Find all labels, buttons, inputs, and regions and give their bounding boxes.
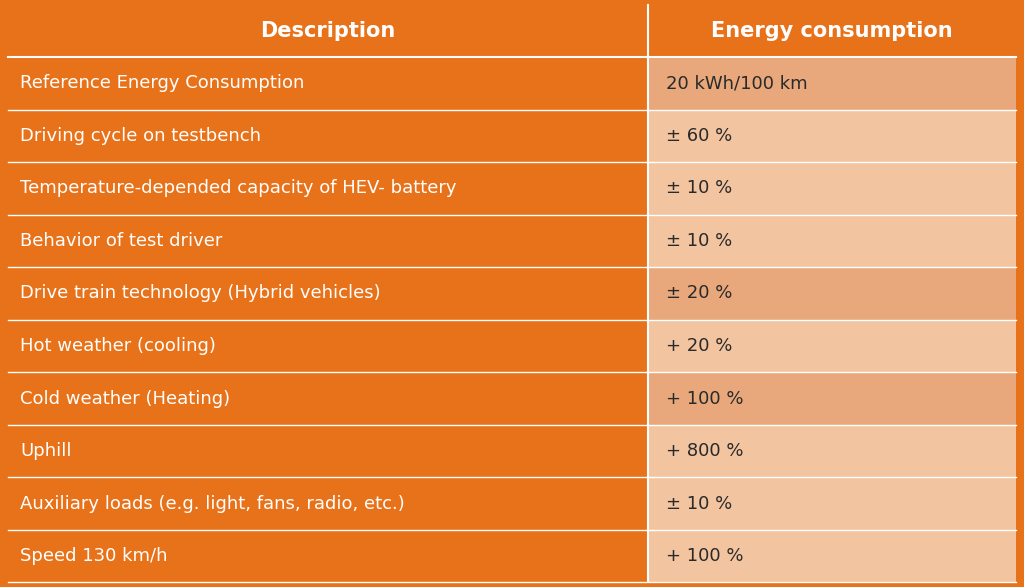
Bar xyxy=(8,372,648,425)
Text: + 100 %: + 100 % xyxy=(667,390,744,407)
Bar xyxy=(648,57,1016,110)
Text: + 800 %: + 800 % xyxy=(667,442,744,460)
Text: Cold weather (Heating): Cold weather (Heating) xyxy=(20,390,230,407)
Bar xyxy=(8,477,648,530)
Bar xyxy=(8,110,648,162)
Text: ± 10 %: ± 10 % xyxy=(667,494,733,512)
Bar xyxy=(8,530,648,582)
Bar xyxy=(648,320,1016,372)
Text: Behavior of test driver: Behavior of test driver xyxy=(20,232,223,250)
Text: Auxiliary loads (e.g. light, fans, radio, etc.): Auxiliary loads (e.g. light, fans, radio… xyxy=(20,494,406,512)
Bar xyxy=(8,5,1016,57)
Text: ± 10 %: ± 10 % xyxy=(667,232,733,250)
Text: Uphill: Uphill xyxy=(20,442,72,460)
Bar xyxy=(8,267,648,320)
Text: ± 60 %: ± 60 % xyxy=(667,127,733,145)
Text: Driving cycle on testbench: Driving cycle on testbench xyxy=(20,127,261,145)
Bar xyxy=(8,162,648,215)
Text: + 20 %: + 20 % xyxy=(667,337,733,355)
Text: Drive train technology (Hybrid vehicles): Drive train technology (Hybrid vehicles) xyxy=(20,285,381,302)
Text: Speed 130 km/h: Speed 130 km/h xyxy=(20,547,168,565)
Bar xyxy=(648,477,1016,530)
Text: Hot weather (cooling): Hot weather (cooling) xyxy=(20,337,216,355)
Bar xyxy=(8,425,648,477)
Bar xyxy=(648,162,1016,215)
Text: Temperature-depended capacity of HEV- battery: Temperature-depended capacity of HEV- ba… xyxy=(20,180,457,197)
Bar xyxy=(648,530,1016,582)
Text: Reference Energy Consumption: Reference Energy Consumption xyxy=(20,75,305,93)
Bar xyxy=(648,267,1016,320)
Bar xyxy=(8,57,648,110)
Text: ± 10 %: ± 10 % xyxy=(667,180,733,197)
Text: 20 kWh/100 km: 20 kWh/100 km xyxy=(667,75,808,93)
Bar xyxy=(648,110,1016,162)
Bar xyxy=(648,215,1016,267)
Bar xyxy=(8,320,648,372)
Bar xyxy=(648,372,1016,425)
Bar xyxy=(648,425,1016,477)
Text: Description: Description xyxy=(260,21,395,41)
Text: ± 20 %: ± 20 % xyxy=(667,285,733,302)
Text: Energy consumption: Energy consumption xyxy=(711,21,952,41)
Text: + 100 %: + 100 % xyxy=(667,547,744,565)
Bar xyxy=(8,215,648,267)
